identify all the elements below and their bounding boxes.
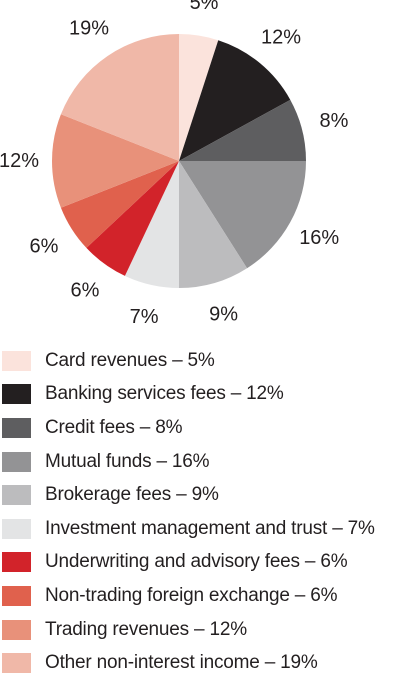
legend-item-1: Banking services fees – 12% (0, 378, 415, 412)
slice-label-7: 6% (29, 236, 58, 258)
legend-swatch (2, 518, 31, 539)
slice-label-6: 6% (71, 279, 100, 301)
legend-label: Non-trading foreign exchange – 6% (45, 584, 338, 606)
legend-swatch (2, 653, 31, 674)
legend-item-9: Other non-interest income – 19% (0, 646, 415, 680)
slice-label-3: 16% (299, 227, 339, 249)
slice-label-4: 9% (209, 304, 238, 326)
legend-swatch (2, 417, 31, 438)
legend-label: Card revenues – 5% (45, 349, 215, 371)
legend-label: Mutual funds – 16% (45, 450, 210, 472)
pie-slice-4 (179, 161, 248, 288)
legend-item-7: Non-trading foreign exchange – 6% (0, 579, 415, 613)
slice-label-9: 19% (69, 18, 109, 40)
legend-item-8: Trading revenues – 12% (0, 613, 415, 647)
legend-swatch (2, 451, 31, 472)
legend: Card revenues – 5% Banking services fees … (0, 344, 415, 680)
pie-slice-6 (86, 161, 179, 276)
pie-slice-1 (179, 40, 291, 162)
legend-label: Credit fees – 8% (45, 416, 183, 438)
legend-item-2: Credit fees – 8% (0, 411, 415, 445)
legend-swatch (2, 350, 31, 371)
legend-item-0: Card revenues – 5% (0, 344, 415, 378)
pie-slice-3 (179, 161, 306, 269)
slice-label-2: 8% (320, 110, 349, 132)
pie-slice-5 (124, 161, 179, 288)
slice-label-8: 12% (0, 150, 39, 172)
pie-slice-0 (179, 34, 219, 161)
legend-label: Brokerage fees – 9% (45, 484, 219, 506)
pie-slice-7 (60, 161, 180, 248)
legend-swatch (2, 384, 31, 405)
legend-swatch (2, 585, 31, 606)
pie-slice-9 (60, 34, 180, 161)
legend-swatch (2, 552, 31, 573)
legend-label: Investment management and trust – 7% (45, 517, 375, 539)
pie-slice-2 (179, 99, 306, 161)
legend-item-3: Mutual funds – 16% (0, 445, 415, 479)
legend-item-4: Brokerage fees – 9% (0, 478, 415, 512)
legend-swatch (2, 485, 31, 506)
slice-label-0: 5% (190, 0, 219, 14)
legend-label: Other non-interest income – 19% (45, 652, 318, 674)
pie-slice-8 (52, 114, 179, 208)
slice-label-5: 7% (130, 306, 159, 328)
legend-item-5: Investment management and trust – 7% (0, 512, 415, 546)
pie-chart: 5% 12% 8% 16% 9% 7% 6% 6% 12% 19% (0, 0, 349, 328)
legend-label: Banking services fees – 12% (45, 383, 284, 405)
legend-swatch (2, 619, 31, 640)
legend-label: Trading revenues – 12% (45, 618, 247, 640)
legend-label: Underwriting and advisory fees – 6% (45, 551, 348, 573)
slice-label-1: 12% (261, 27, 301, 49)
legend-item-6: Underwriting and advisory fees – 6% (0, 546, 415, 580)
